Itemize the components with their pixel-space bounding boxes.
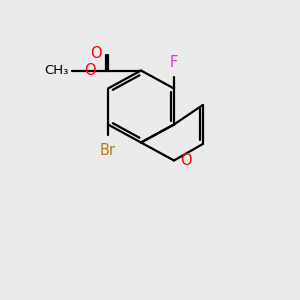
Text: Br: Br [100, 143, 116, 158]
Text: O: O [84, 63, 96, 78]
Text: O: O [90, 46, 101, 61]
Text: F: F [170, 55, 178, 70]
Text: O: O [181, 153, 192, 168]
Text: CH₃: CH₃ [45, 64, 69, 77]
